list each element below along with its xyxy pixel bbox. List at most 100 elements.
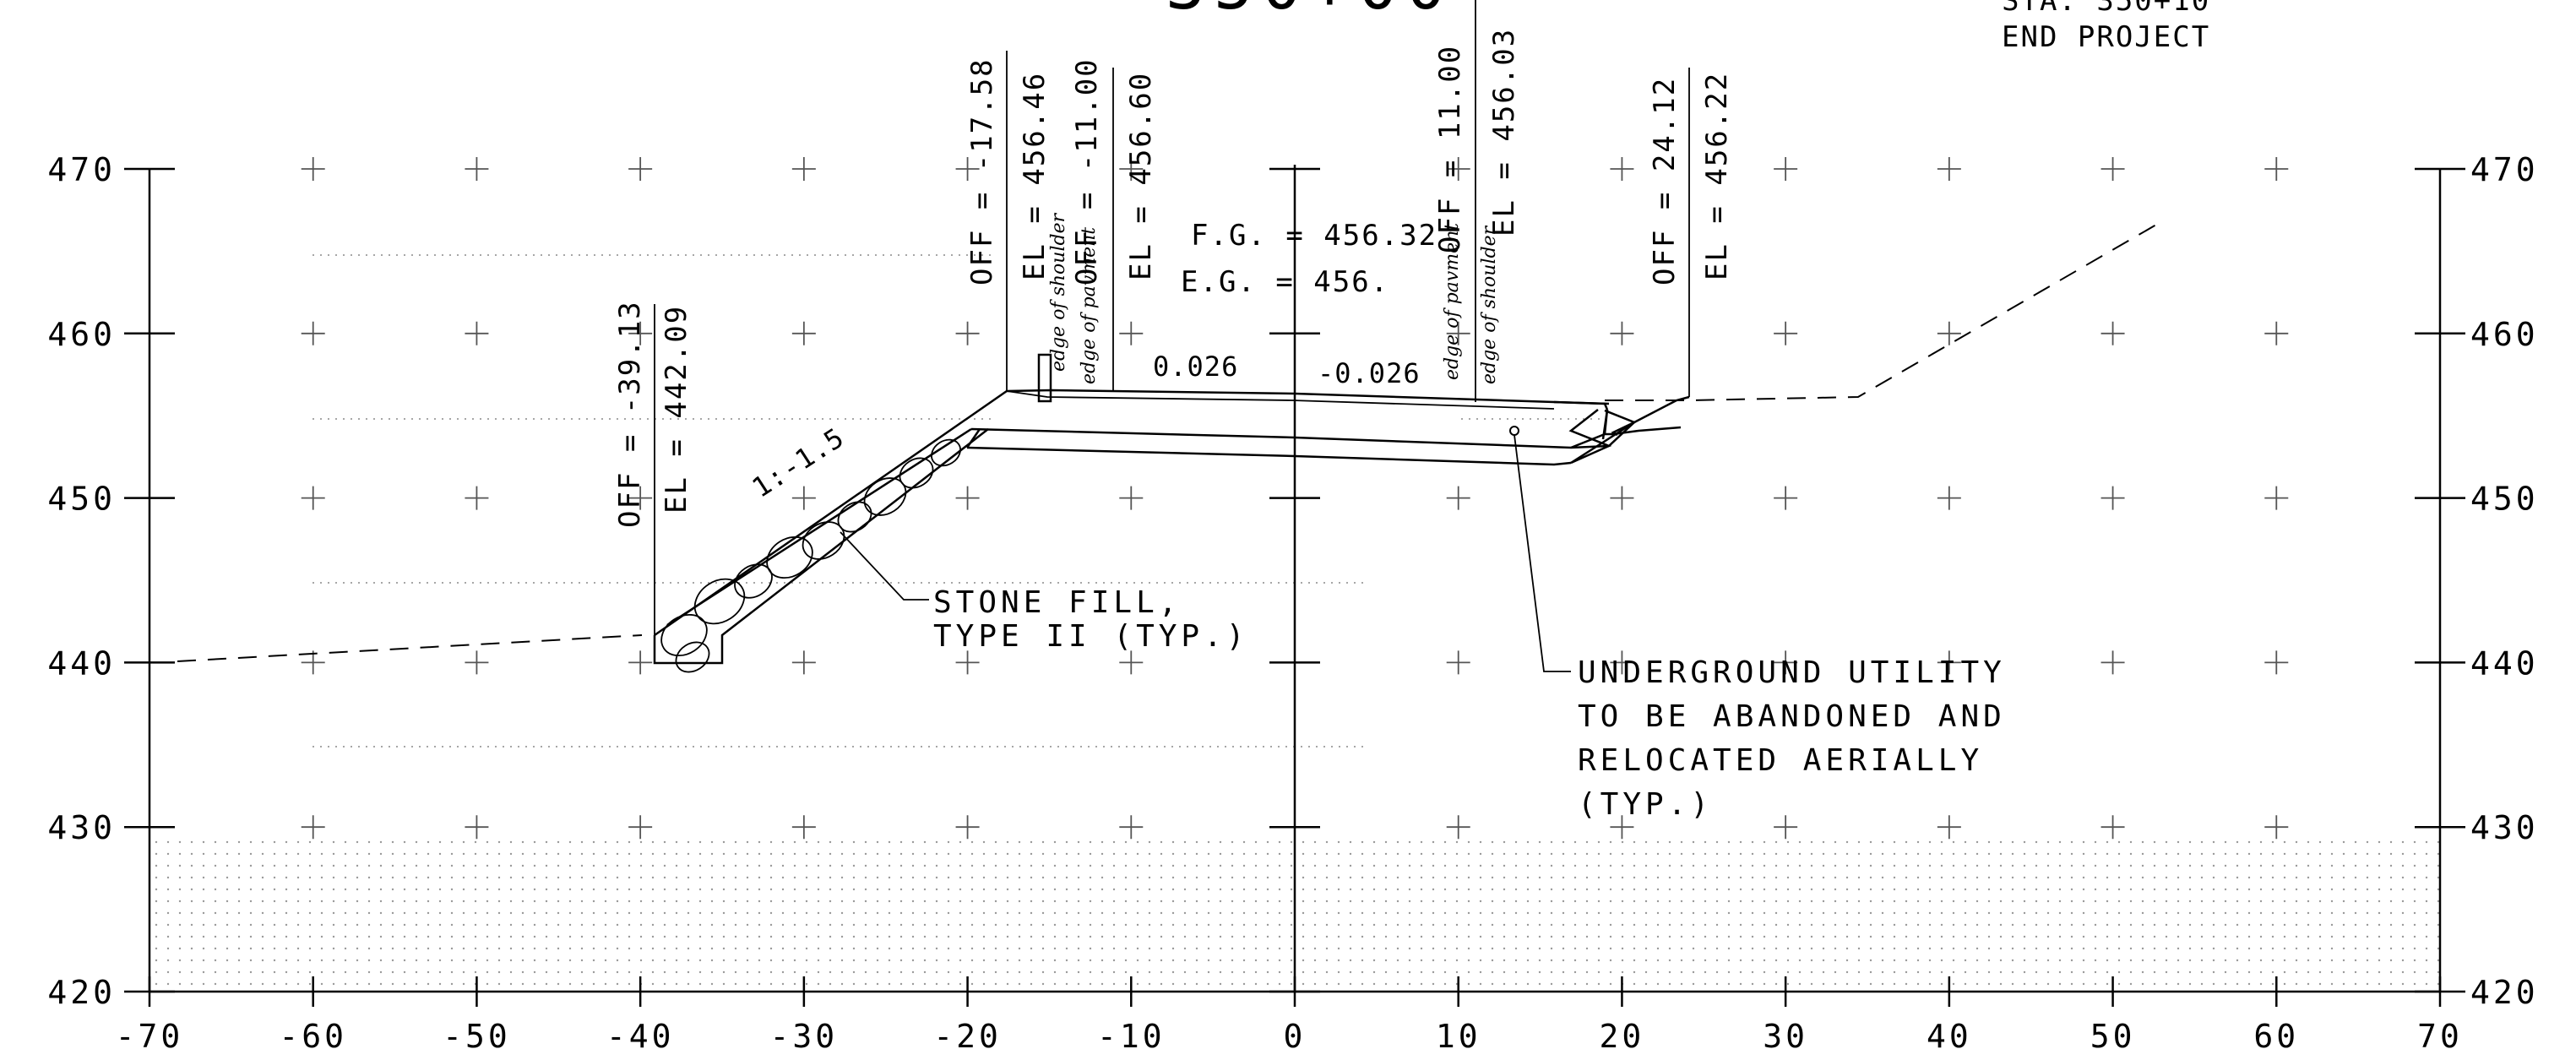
left-cross-slope: 0.026 bbox=[1153, 351, 1238, 383]
grid-cross bbox=[955, 815, 980, 840]
stone-fill-leader bbox=[840, 531, 929, 601]
grid-cross bbox=[301, 486, 325, 510]
grid-cross bbox=[2100, 321, 2125, 345]
left-toe-elevation: EL = 442.09 bbox=[660, 305, 693, 514]
grid-cross bbox=[1774, 486, 1798, 510]
x-tick-label: 20 bbox=[1600, 1018, 1645, 1055]
right-pavement-elevation: EL = 456.03 bbox=[1487, 28, 1521, 236]
grid-cross bbox=[628, 650, 653, 675]
y-tick-label: 440 bbox=[47, 644, 116, 682]
grid-cross bbox=[2264, 486, 2289, 510]
y-tick-label: 460 bbox=[2470, 316, 2539, 353]
x-tick-label: -30 bbox=[770, 1018, 839, 1055]
edge-of-pavement-label-left: edge of pavment bbox=[1079, 227, 1100, 384]
grid-cross bbox=[301, 815, 325, 840]
grid-cross bbox=[465, 650, 489, 675]
stone-rock bbox=[766, 535, 813, 579]
grid-cross bbox=[2100, 157, 2125, 181]
grid-cross bbox=[1937, 486, 1961, 510]
grid-cross bbox=[301, 157, 325, 181]
utility-note-line2: TO BE ABANDONED AND bbox=[1578, 699, 2006, 734]
stone-rock bbox=[863, 477, 907, 516]
grid-cross bbox=[2100, 815, 2125, 840]
grid-cross bbox=[955, 321, 980, 345]
grid-cross bbox=[1119, 157, 1144, 181]
stone-fill-rocks bbox=[660, 438, 961, 673]
grid-cross bbox=[1937, 815, 1961, 840]
edge-of-shoulder-label-left: edge of shoulder bbox=[1048, 212, 1069, 372]
grid-cross bbox=[2100, 650, 2125, 675]
grid-cross bbox=[465, 815, 489, 840]
grid-cross bbox=[628, 157, 653, 181]
grid-cross bbox=[1774, 157, 1798, 181]
grid-cross bbox=[1937, 650, 1961, 675]
x-tick-label: 0 bbox=[1284, 1018, 1307, 1055]
grid-cross bbox=[465, 486, 489, 510]
x-tick-label: 30 bbox=[1763, 1018, 1808, 1055]
grid-cross bbox=[1774, 321, 1798, 345]
dotted-guide-lines bbox=[312, 254, 1605, 747]
finished-grade-label: F.G. = 456.32 bbox=[1191, 219, 1437, 253]
grid-cross bbox=[628, 815, 653, 840]
grid-cross bbox=[628, 486, 653, 510]
grid-cross bbox=[465, 321, 489, 345]
road-section bbox=[653, 353, 1690, 665]
fill-slope-ratio: 1:-1.5 bbox=[747, 421, 851, 504]
stone-rock bbox=[660, 613, 708, 657]
y-tick-label: 450 bbox=[2470, 481, 2539, 518]
grid-cross bbox=[2264, 157, 2289, 181]
y-axis-ticks-right: 470 460 450 440 430 420 bbox=[2415, 151, 2539, 1011]
left-shoulder-offset: OFF = -17.58 bbox=[965, 57, 999, 285]
grid-cross bbox=[1937, 157, 1961, 181]
y-tick-label: 470 bbox=[2470, 151, 2539, 188]
right-tie-elevation: EL = 456.22 bbox=[1700, 72, 1734, 280]
utility-leader bbox=[1514, 434, 1571, 672]
x-tick-label: -70 bbox=[116, 1018, 184, 1055]
grid-cross bbox=[955, 650, 980, 675]
y-tick-label: 470 bbox=[47, 151, 116, 188]
edge-of-shoulder-label-right: edge of shoulder bbox=[1479, 225, 1500, 384]
grid-cross bbox=[1774, 815, 1798, 840]
x-tick-label: 10 bbox=[1436, 1018, 1481, 1055]
station-title: 350+00 bbox=[1166, 0, 1454, 24]
right-tie-offset: OFF = 24.12 bbox=[1648, 77, 1682, 285]
station-note-line2: END PROJECT bbox=[2002, 20, 2210, 54]
grid-cross bbox=[1610, 650, 1634, 675]
grid-cross bbox=[1610, 157, 1634, 181]
grid-cross bbox=[791, 321, 816, 345]
x-axis-ticks: -70 -60 -50 -40 -30 -20 -10 0 10 20 30 40 50 60 70 bbox=[116, 976, 2459, 1055]
grid-cross bbox=[1446, 815, 1470, 840]
x-tick-label: 60 bbox=[2253, 1018, 2299, 1055]
grid-cross bbox=[791, 650, 816, 675]
y-axis-ticks-left: 470 460 450 440 430 420 bbox=[47, 151, 1320, 1011]
x-tick-label: -20 bbox=[933, 1018, 1002, 1055]
grid-cross bbox=[1446, 486, 1470, 510]
y-tick-label: 430 bbox=[2470, 809, 2539, 846]
existing-grade-label: E.G. = 456. bbox=[1181, 265, 1389, 299]
grid-cross bbox=[628, 321, 653, 345]
utility-note-line3: RELOCATED AERIALLY bbox=[1578, 743, 1983, 778]
grid-cross bbox=[955, 157, 980, 181]
stone-rock bbox=[693, 578, 746, 625]
utility-note-line1: UNDERGROUND UTILITY bbox=[1578, 655, 2006, 690]
grid-cross bbox=[2264, 815, 2289, 840]
grid-crosses bbox=[301, 157, 2289, 840]
grid-cross bbox=[1446, 157, 1470, 181]
stone-rock bbox=[931, 438, 961, 467]
stone-fill-note-line1: STONE FILL, bbox=[933, 585, 1181, 620]
utility-note-line4: (TYP.) bbox=[1578, 787, 1713, 822]
stone-rock bbox=[802, 521, 845, 560]
grid-cross bbox=[301, 321, 325, 345]
x-tick-label: 40 bbox=[1927, 1018, 1972, 1055]
grid-cross bbox=[791, 157, 816, 181]
x-tick-label: -10 bbox=[1097, 1018, 1166, 1055]
stone-fill-note-line2: TYPE II (TYP.) bbox=[933, 619, 1248, 654]
grid-cross bbox=[1119, 815, 1144, 840]
x-tick-label: -60 bbox=[279, 1018, 347, 1055]
grid-cross bbox=[1119, 321, 1144, 345]
grid-cross bbox=[1119, 650, 1144, 675]
grid-cross bbox=[791, 815, 816, 840]
grid-cross bbox=[2100, 486, 2125, 510]
left-toe-offset: OFF = -39.13 bbox=[613, 300, 647, 528]
